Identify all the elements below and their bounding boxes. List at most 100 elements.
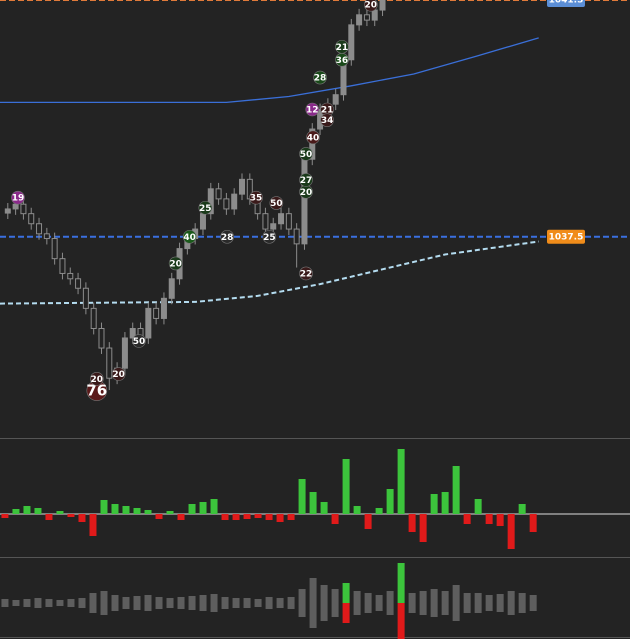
delta-bar	[177, 514, 185, 520]
candle-body	[332, 94, 339, 105]
candle-body	[270, 223, 277, 230]
volume-bar-down	[518, 603, 526, 613]
volume-bar-down	[188, 603, 196, 610]
volume-bar-up	[144, 595, 152, 603]
candle-body	[379, 0, 386, 11]
candle-body	[36, 223, 43, 235]
volume-bar-down	[342, 603, 350, 623]
candle-body	[239, 178, 246, 195]
volume-bubble	[249, 190, 263, 205]
delta-bar	[309, 492, 317, 514]
volume-bar-up	[364, 593, 372, 603]
delta-bar	[452, 466, 460, 514]
bubble-label: 21	[336, 43, 349, 53]
volume-bar-up	[507, 591, 515, 603]
delta-bar	[397, 449, 405, 514]
volume-bar-down	[353, 603, 361, 615]
volume-bar-up	[375, 595, 383, 603]
volume-bubble	[313, 70, 327, 85]
volume-bar-up	[122, 597, 130, 603]
bubble-label: 28	[314, 74, 327, 84]
candle-body	[129, 328, 136, 339]
candle-body	[98, 328, 105, 349]
volume-bar-down	[111, 603, 119, 611]
delta-bar	[56, 511, 64, 514]
volume-bar-up	[309, 578, 317, 603]
delta-bar	[485, 514, 493, 524]
volume-bar-down	[496, 603, 504, 612]
volume-bubble	[168, 256, 183, 271]
volume-bar-up	[386, 591, 394, 603]
delta-bar	[188, 504, 196, 514]
volume-bar-down	[452, 603, 460, 621]
price-tag-label: 1041.5	[549, 0, 584, 6]
volume-bar-down	[122, 603, 130, 609]
volume-bar-down	[166, 603, 174, 608]
volume-bar-up	[45, 599, 53, 603]
volume-bar-up	[320, 585, 328, 603]
volume-bubble	[320, 113, 334, 127]
candle-body	[207, 188, 214, 215]
volume-bar-up	[474, 593, 482, 603]
volume-bar-up	[78, 598, 86, 603]
candle-body	[293, 228, 300, 245]
volume-bar-up	[232, 598, 240, 603]
delta-bar	[34, 508, 42, 514]
candle-body	[153, 307, 160, 319]
bubble-label: 20	[112, 370, 125, 380]
volume-bar-up	[485, 595, 493, 603]
price-tag	[547, 0, 585, 7]
volume-bubble	[111, 367, 126, 381]
volume-bar-down	[364, 603, 372, 613]
volume-bar-up	[287, 597, 295, 603]
delta-bar	[111, 504, 119, 514]
delta-bar	[342, 459, 350, 514]
delta-bar	[1, 514, 9, 518]
candle-body	[285, 213, 292, 230]
candle-body	[356, 14, 363, 26]
volume-bar-up	[177, 597, 185, 603]
candle-body	[199, 213, 206, 230]
volume-bar-down	[199, 603, 207, 611]
delta-bar	[496, 514, 504, 526]
delta-bar	[199, 502, 207, 514]
volume-bar-up	[199, 595, 207, 603]
volume-bubble	[220, 229, 234, 244]
delta-bar	[23, 506, 31, 514]
volume-bar-down	[254, 603, 262, 607]
price-tag-label: 1037.5	[549, 232, 584, 242]
candle-body	[168, 278, 175, 299]
volume-bar-up	[419, 591, 427, 603]
delta-bar	[210, 499, 218, 514]
volume-bar-up	[34, 598, 42, 603]
volume-bar-down	[265, 603, 273, 609]
volume-bar-down	[529, 603, 537, 611]
volume-bar-up	[463, 593, 471, 603]
volume-bar-up	[298, 589, 306, 603]
volume-bar-up	[89, 593, 97, 603]
volume-bar-down	[100, 603, 108, 615]
bubble-label: 36	[336, 56, 349, 66]
candle-body	[59, 258, 66, 274]
volume-bar-up	[210, 594, 218, 603]
volume-bar-down	[507, 603, 515, 615]
candle-body	[28, 213, 35, 225]
volume-bar-up	[529, 595, 537, 603]
bubble-label: 35	[250, 194, 263, 204]
delta-bar	[529, 514, 537, 532]
candle-body	[363, 14, 370, 21]
volume-bar-down	[287, 603, 295, 609]
volume-bar-down	[397, 603, 405, 639]
delta-bar	[254, 514, 262, 518]
bubble-label: 28	[221, 233, 234, 243]
delta-bar	[144, 510, 152, 514]
volume-bar-down	[276, 603, 284, 608]
delta-bar	[155, 514, 163, 519]
volume-bar-up	[430, 589, 438, 603]
candle-body	[12, 203, 19, 210]
volume-bar-down	[221, 603, 229, 609]
bubble-label: 25	[263, 233, 276, 243]
volume-bar-down	[419, 603, 427, 615]
volume-bar-up	[397, 563, 405, 603]
